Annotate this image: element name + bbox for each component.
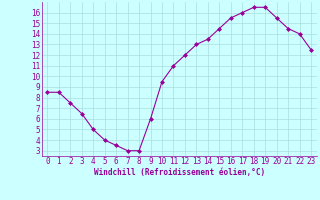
X-axis label: Windchill (Refroidissement éolien,°C): Windchill (Refroidissement éolien,°C): [94, 168, 265, 177]
